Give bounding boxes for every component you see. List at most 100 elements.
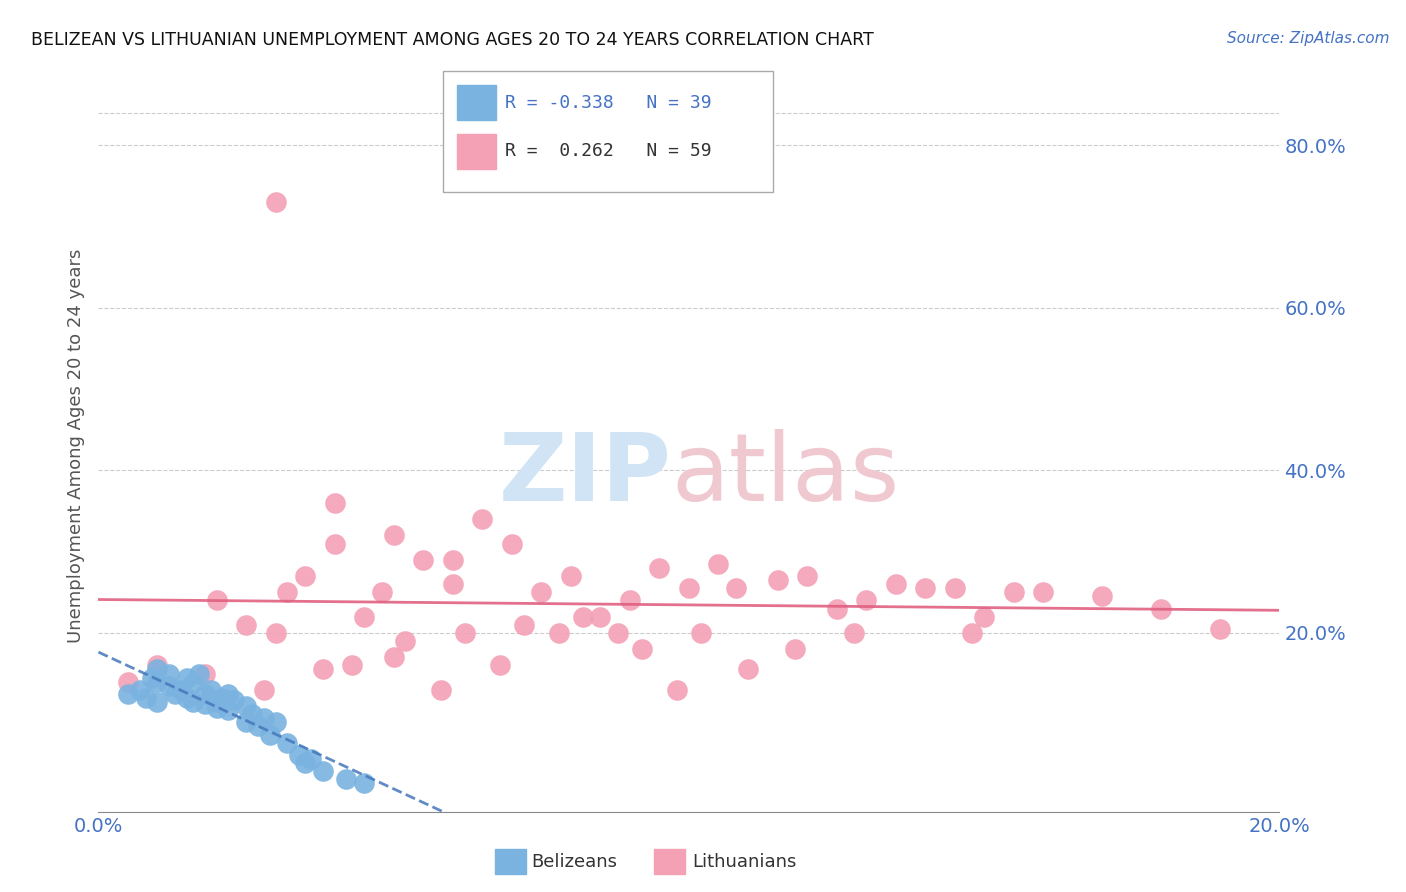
Point xyxy=(689,626,711,640)
Point xyxy=(194,666,217,681)
Point xyxy=(619,593,641,607)
Point xyxy=(253,682,276,697)
Point xyxy=(648,561,671,575)
Point xyxy=(501,536,523,550)
Point xyxy=(240,707,263,722)
Point xyxy=(707,557,730,571)
Point xyxy=(224,692,246,706)
Point xyxy=(630,642,652,657)
Point xyxy=(165,687,187,701)
Point xyxy=(205,695,228,709)
Point xyxy=(512,617,534,632)
Point xyxy=(157,679,180,693)
Point xyxy=(725,581,748,595)
Point xyxy=(276,736,298,750)
Point xyxy=(187,666,209,681)
Point xyxy=(246,719,269,733)
Point xyxy=(176,690,198,705)
Point xyxy=(441,577,464,591)
Point xyxy=(235,715,257,730)
Point xyxy=(146,674,169,689)
Point xyxy=(181,695,204,709)
Point xyxy=(1002,585,1025,599)
Point xyxy=(194,698,217,712)
Point xyxy=(135,690,157,705)
Point xyxy=(1091,590,1114,604)
Point xyxy=(766,573,789,587)
Point xyxy=(1150,601,1173,615)
Point xyxy=(217,687,239,701)
Point xyxy=(117,687,139,701)
Point xyxy=(264,626,287,640)
Point xyxy=(205,593,228,607)
Point xyxy=(157,666,180,681)
Point xyxy=(200,682,222,697)
Point xyxy=(560,569,582,583)
Point xyxy=(471,512,494,526)
Point xyxy=(146,695,169,709)
Point xyxy=(312,663,335,677)
Point xyxy=(323,496,346,510)
Point xyxy=(299,752,322,766)
Point xyxy=(294,569,316,583)
Text: Belizeans: Belizeans xyxy=(531,853,617,871)
Point xyxy=(253,711,276,725)
Point xyxy=(146,658,169,673)
Point xyxy=(294,756,316,770)
Point xyxy=(205,700,228,714)
Point xyxy=(259,727,281,741)
Point xyxy=(312,764,335,778)
Point xyxy=(855,593,877,607)
Point xyxy=(288,747,311,762)
Point xyxy=(170,682,193,697)
Point xyxy=(666,682,689,697)
Y-axis label: Unemployment Among Ages 20 to 24 years: Unemployment Among Ages 20 to 24 years xyxy=(66,249,84,643)
Point xyxy=(589,609,612,624)
Point xyxy=(323,536,346,550)
Point xyxy=(962,626,984,640)
Point xyxy=(796,569,818,583)
Point xyxy=(571,609,593,624)
Point xyxy=(382,650,405,665)
Point xyxy=(943,581,966,595)
Point xyxy=(453,626,475,640)
Point xyxy=(371,585,394,599)
Point xyxy=(785,642,807,657)
Point xyxy=(235,699,257,714)
Point xyxy=(342,658,364,673)
Point xyxy=(548,626,571,640)
Point xyxy=(678,581,700,595)
Text: Lithuanians: Lithuanians xyxy=(692,853,796,871)
Point xyxy=(217,703,239,717)
Point xyxy=(1032,585,1054,599)
Point xyxy=(441,553,464,567)
Point xyxy=(607,626,630,640)
Text: Source: ZipAtlas.com: Source: ZipAtlas.com xyxy=(1226,31,1389,46)
Point xyxy=(884,577,907,591)
Point xyxy=(117,674,139,689)
Point xyxy=(211,690,233,705)
Text: R = -0.338   N = 39: R = -0.338 N = 39 xyxy=(505,94,711,112)
Point xyxy=(353,609,375,624)
Point xyxy=(430,682,453,697)
Point xyxy=(181,676,204,690)
Point xyxy=(412,553,434,567)
Text: BELIZEAN VS LITHUANIAN UNEMPLOYMENT AMONG AGES 20 TO 24 YEARS CORRELATION CHART: BELIZEAN VS LITHUANIAN UNEMPLOYMENT AMON… xyxy=(31,31,873,49)
Text: atlas: atlas xyxy=(671,429,900,521)
Point xyxy=(1209,622,1232,636)
Point xyxy=(276,585,298,599)
Point xyxy=(973,609,995,624)
Point xyxy=(825,601,848,615)
Text: ZIP: ZIP xyxy=(498,429,671,521)
Text: R =  0.262   N = 59: R = 0.262 N = 59 xyxy=(505,142,711,160)
Point xyxy=(264,195,287,210)
Point xyxy=(194,687,217,701)
Point xyxy=(394,634,416,648)
Point xyxy=(530,585,553,599)
Point xyxy=(844,626,866,640)
Point xyxy=(146,663,169,677)
Point xyxy=(176,671,198,685)
Point xyxy=(353,776,375,790)
Point xyxy=(264,715,287,730)
Point xyxy=(914,581,936,595)
